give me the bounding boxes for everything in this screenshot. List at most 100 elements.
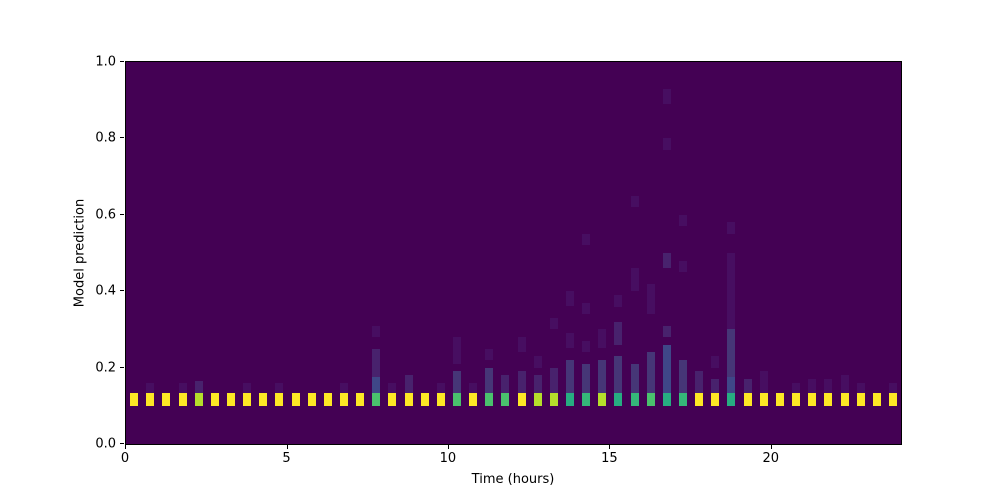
heatmap-dash-cell xyxy=(533,393,542,406)
heatmap-streak-cell xyxy=(582,302,591,315)
heatmap-dash-cell xyxy=(291,393,300,406)
heatmap-streak-cell xyxy=(662,325,671,338)
heatmap-streak-cell xyxy=(243,382,252,394)
x-tick-label: 20 xyxy=(762,451,780,466)
heatmap-streak-cell xyxy=(824,379,833,394)
heatmap-streak-cell xyxy=(662,253,671,269)
heatmap-dash-cell xyxy=(323,393,332,406)
heatmap-streak-cell xyxy=(679,360,688,394)
heatmap-dash-cell xyxy=(307,393,316,406)
heatmap-dash-cell xyxy=(872,393,881,406)
heatmap-dash-cell xyxy=(388,393,397,406)
heatmap-streak-cell xyxy=(436,382,445,394)
heatmap-dash-cell xyxy=(824,393,833,406)
heatmap-streak-cell xyxy=(388,382,397,394)
heatmap-streak-cell xyxy=(662,344,671,394)
heatmap-streak-cell xyxy=(549,367,558,394)
heatmap-streak-cell xyxy=(533,356,542,368)
heatmap-streak-cell xyxy=(711,379,720,394)
heatmap-streak-cell xyxy=(372,377,381,394)
heatmap-streak-cell xyxy=(582,363,591,394)
y-tick-mark xyxy=(120,61,124,62)
x-tick-mark xyxy=(125,445,126,449)
heatmap-streak-cell xyxy=(888,382,897,394)
heatmap-streak-cell xyxy=(727,329,736,378)
y-tick-mark xyxy=(120,366,124,368)
heatmap-dash-cell xyxy=(582,393,591,406)
heatmap-streak-cell xyxy=(711,356,720,368)
heatmap-dash-cell xyxy=(840,393,849,406)
heatmap-streak-cell xyxy=(582,233,591,246)
y-tick-mark xyxy=(120,137,124,139)
heatmap-streak-cell xyxy=(679,260,688,273)
heatmap-dash-cell xyxy=(888,393,897,406)
x-tick-label: 10 xyxy=(439,451,457,466)
heatmap-streak-cell xyxy=(372,325,381,338)
x-tick-mark xyxy=(609,445,611,449)
heatmap-streak-cell xyxy=(856,382,865,394)
heatmap-streak-cell xyxy=(582,340,591,353)
heatmap-dash-cell xyxy=(146,393,155,406)
heatmap-dash-cell xyxy=(808,393,817,406)
heatmap-dash-cell xyxy=(501,393,510,406)
heatmap-dash-cell xyxy=(210,393,219,406)
heatmap-streak-cell xyxy=(614,321,623,345)
heatmap-dash-cell xyxy=(178,393,187,406)
x-tick-label: 0 xyxy=(120,451,130,466)
heatmap-plot xyxy=(125,61,902,445)
heatmap-dash-cell xyxy=(356,393,365,406)
heatmap-dash-cell xyxy=(469,393,478,406)
heatmap-streak-cell xyxy=(275,382,284,394)
heatmap-streak-cell xyxy=(630,268,639,292)
heatmap-dash-cell xyxy=(614,393,623,406)
heatmap-streak-cell xyxy=(743,379,752,394)
heatmap-streak-cell xyxy=(517,371,526,394)
x-tick-mark xyxy=(286,445,288,449)
heatmap-streak-cell xyxy=(646,352,655,394)
heatmap-streak-cell xyxy=(727,222,736,234)
heatmap-streak-cell xyxy=(517,337,526,353)
heatmap-dash-cell xyxy=(695,393,704,406)
heatmap-dash-cell xyxy=(485,393,494,406)
heatmap-dash-cell xyxy=(194,393,203,406)
x-tick-label: 15 xyxy=(601,451,618,466)
heatmap-dash-cell xyxy=(856,393,865,406)
heatmap-streak-cell xyxy=(339,382,348,394)
heatmap-dash-cell xyxy=(404,393,413,406)
heatmap-streak-cell xyxy=(662,88,671,104)
heatmap-dash-cell xyxy=(711,393,720,406)
y-tick-label: 0.4 xyxy=(95,283,116,299)
y-tick-mark xyxy=(120,443,124,444)
heatmap-streak-cell xyxy=(759,371,768,394)
heatmap-streak-cell xyxy=(727,377,736,394)
heatmap-streak-cell xyxy=(566,360,575,394)
heatmap-streak-cell xyxy=(549,317,558,330)
heatmap-streak-cell xyxy=(727,253,736,330)
heatmap-dash-cell xyxy=(436,393,445,406)
heatmap-streak-cell xyxy=(598,329,607,349)
x-tick-mark xyxy=(770,445,772,449)
heatmap-dash-cell xyxy=(130,393,139,406)
heatmap-dash-cell xyxy=(679,393,688,406)
y-tick-label: 0.2 xyxy=(95,360,116,376)
heatmap-dash-cell xyxy=(662,393,671,406)
heatmap-dash-cell xyxy=(275,393,284,406)
heatmap-streak-cell xyxy=(485,348,494,360)
x-tick-label: 5 xyxy=(282,451,291,466)
heatmap-streak-cell xyxy=(194,381,203,394)
heatmap-streak-cell xyxy=(808,379,817,394)
x-axis-label: Time (hours) xyxy=(471,472,555,487)
heatmap-streak-cell xyxy=(695,371,704,394)
heatmap-dash-cell xyxy=(243,393,252,406)
heatmap-dash-cell xyxy=(743,393,752,406)
y-tick-mark xyxy=(120,213,124,215)
heatmap-streak-cell xyxy=(372,348,381,378)
heatmap-streak-cell xyxy=(146,382,155,394)
heatmap-dash-cell xyxy=(727,393,736,406)
heatmap-dash-cell xyxy=(646,393,655,406)
heatmap-streak-cell xyxy=(404,375,413,394)
heatmap-streak-cell xyxy=(792,382,801,394)
heatmap-dash-cell xyxy=(792,393,801,406)
heatmap-dash-cell xyxy=(162,393,171,406)
